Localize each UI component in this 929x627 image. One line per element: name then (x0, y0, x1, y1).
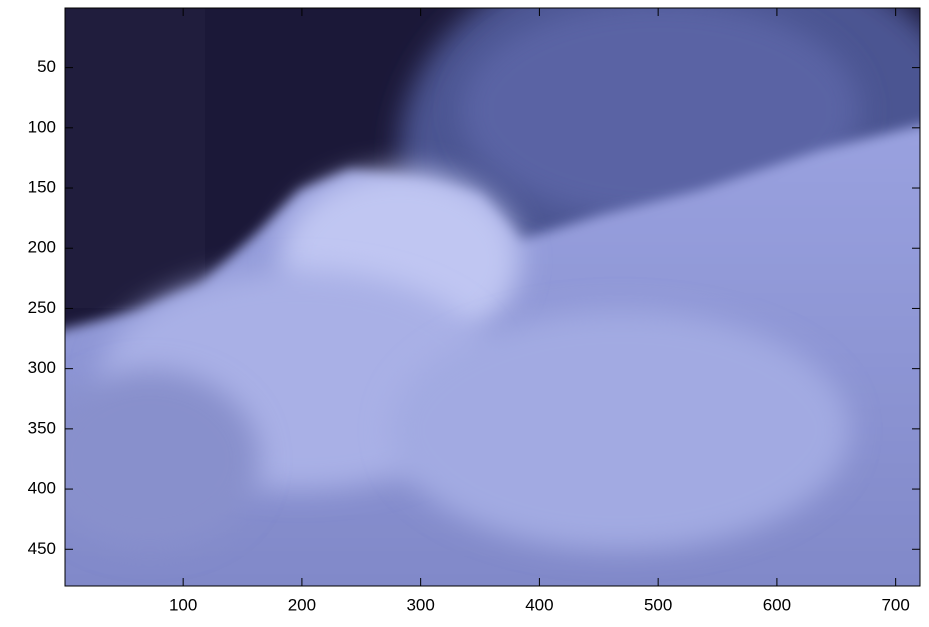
x-tick-label: 200 (288, 595, 316, 614)
x-tick-label: 100 (169, 595, 197, 614)
y-tick-label: 200 (28, 238, 56, 257)
image (40, 0, 929, 600)
y-tick-label: 150 (28, 178, 56, 197)
x-tick-label: 600 (763, 595, 791, 614)
y-tick-label: 300 (28, 358, 56, 377)
x-tick-label: 400 (525, 595, 553, 614)
y-tick-label: 100 (28, 117, 56, 136)
y-tick-label: 400 (28, 479, 56, 498)
y-tick-label: 50 (37, 57, 56, 76)
x-tick-label: 500 (644, 595, 672, 614)
x-tick-label: 700 (881, 595, 909, 614)
x-tick-label: 300 (406, 595, 434, 614)
y-tick-label: 250 (28, 298, 56, 317)
y-tick-label: 450 (28, 539, 56, 558)
page: 100 200 300 400 500 600 700 50 100 150 200 250 300 35… (0, 0, 929, 627)
chart: 100 200 300 400 500 600 700 50 100 150 200 250 300 35… (0, 0, 929, 627)
y-tick-label: 350 (28, 418, 56, 437)
